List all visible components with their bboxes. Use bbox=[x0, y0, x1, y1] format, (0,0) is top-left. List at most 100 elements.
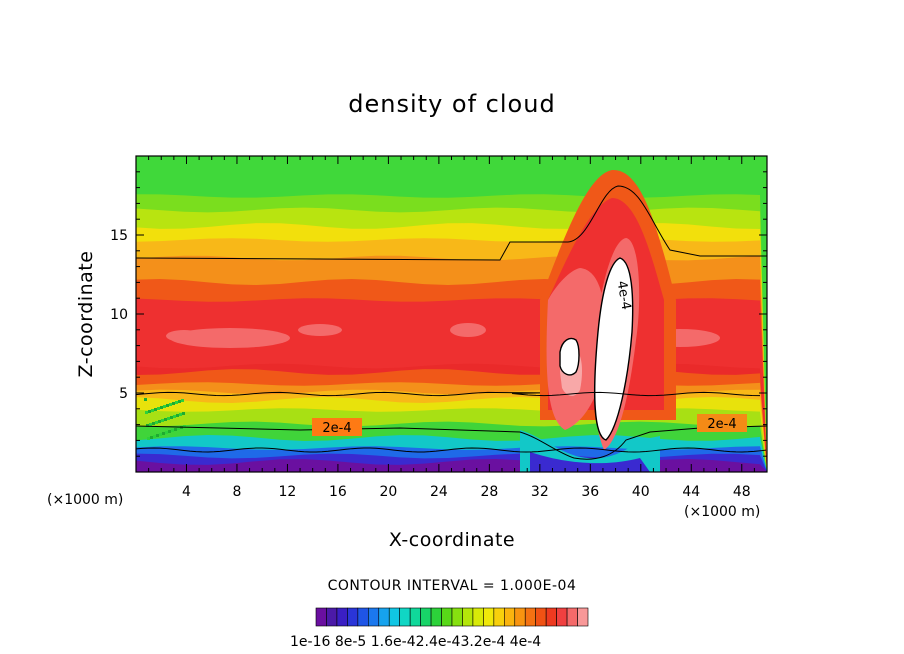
noise-7 bbox=[153, 435, 156, 438]
noise-32 bbox=[168, 430, 171, 433]
red-patch-4 bbox=[166, 330, 202, 342]
x-axis-label: X-coordinate bbox=[389, 529, 515, 551]
noise-33 bbox=[175, 401, 178, 404]
noise-13 bbox=[155, 421, 158, 424]
noise-11 bbox=[181, 399, 184, 402]
core-main bbox=[594, 257, 634, 441]
colorbar-swatch-17 bbox=[493, 607, 505, 627]
x-unit-note-left: (×1000 m) bbox=[47, 492, 123, 508]
x-unit-note-right: (×1000 m) bbox=[684, 504, 760, 520]
colorbar-swatch-0 bbox=[315, 607, 327, 627]
x-tick-label-20: 20 bbox=[379, 484, 397, 500]
noise-10 bbox=[174, 428, 177, 431]
colorbar-swatch-4 bbox=[357, 607, 369, 627]
x-axis: 4 8 12 16 20 24 28 32 36 40 44 48 bbox=[148, 156, 755, 500]
x-tick-label-36: 36 bbox=[581, 484, 599, 500]
colorbar-swatch-7 bbox=[388, 607, 400, 627]
noise-8 bbox=[160, 406, 163, 409]
colorbar-swatch-18 bbox=[504, 607, 516, 627]
noise-6 bbox=[146, 424, 149, 427]
colorbar-swatch-6 bbox=[378, 607, 390, 627]
noise-21 bbox=[171, 429, 174, 432]
contour-labels: 2e-4 2e-4 4e-4 bbox=[312, 280, 747, 436]
colorbar-swatch-22 bbox=[545, 607, 557, 627]
x-tick-label-32: 32 bbox=[531, 484, 549, 500]
colorbar-swatch-23 bbox=[556, 607, 568, 627]
noise-31 bbox=[161, 419, 164, 422]
noise-37 bbox=[163, 405, 166, 408]
colorbar-swatch-9 bbox=[409, 607, 421, 627]
noise-16 bbox=[176, 414, 179, 417]
colorbar-swatch-12 bbox=[441, 607, 453, 627]
noise-24 bbox=[152, 422, 155, 425]
colorbar-swatch-11 bbox=[430, 607, 442, 627]
x-tick-label-24: 24 bbox=[430, 484, 448, 500]
colorbar-swatch-14 bbox=[462, 607, 474, 627]
noise-0 bbox=[144, 398, 147, 401]
noise-5 bbox=[179, 413, 182, 416]
noise-38 bbox=[170, 416, 173, 419]
noise-30 bbox=[154, 408, 157, 411]
y-axis-label: Z-coordinate bbox=[75, 251, 97, 378]
noise-2 bbox=[158, 420, 161, 423]
contour-upper bbox=[136, 185, 767, 261]
noise-20 bbox=[164, 418, 167, 421]
y-tick-label-10: 10 bbox=[110, 307, 128, 323]
colorbar-swatch-19 bbox=[514, 607, 526, 627]
y-tick-label-5: 5 bbox=[119, 386, 128, 402]
contour-label-2e-4-left: 2e-4 bbox=[322, 421, 351, 436]
colorbar-swatch-2 bbox=[336, 607, 348, 627]
noise-4 bbox=[172, 402, 175, 405]
red-patch-3 bbox=[298, 324, 342, 336]
colorbar-swatch-8 bbox=[399, 607, 411, 627]
noise-27 bbox=[173, 415, 176, 418]
colorbar-swatch-24 bbox=[566, 607, 578, 627]
colorbar-swatch-16 bbox=[483, 607, 495, 627]
colorbar-swatch-21 bbox=[535, 607, 547, 627]
contour-label-2e-4-right: 2e-4 bbox=[707, 417, 736, 432]
contour-mid bbox=[136, 391, 761, 397]
colorbar-swatch-10 bbox=[420, 607, 432, 627]
noise-23 bbox=[145, 411, 148, 414]
contour-label-4e-4: 4e-4 bbox=[614, 280, 634, 311]
noise-18 bbox=[150, 436, 153, 439]
x-tick-label-8: 8 bbox=[232, 484, 241, 500]
chart-title: density of cloud bbox=[348, 90, 555, 118]
noise-34 bbox=[182, 412, 185, 415]
x-tick-label-48: 48 bbox=[733, 484, 751, 500]
noise-9 bbox=[167, 417, 170, 420]
x-tick-label-12: 12 bbox=[279, 484, 297, 500]
x-tick-label-44: 44 bbox=[682, 484, 700, 500]
noise-25 bbox=[159, 433, 162, 436]
noise-14 bbox=[162, 432, 165, 435]
noise-35 bbox=[149, 423, 152, 426]
colorbar-tick-labels: 1e-16 8e-5 1.6e-42.4e-43.2e-4 4e-4 bbox=[290, 634, 541, 650]
contour-2e-4 bbox=[136, 425, 767, 460]
noise-12 bbox=[148, 410, 151, 413]
noise-15 bbox=[169, 403, 172, 406]
contour-field bbox=[136, 156, 767, 472]
colorbar-swatch-13 bbox=[451, 607, 463, 627]
red-patch-1 bbox=[450, 323, 486, 337]
colorbar-swatch-25 bbox=[577, 607, 589, 627]
y-axis: 5 10 15 bbox=[110, 171, 767, 457]
x-tick-label-28: 28 bbox=[480, 484, 498, 500]
x-tick-label-16: 16 bbox=[329, 484, 347, 500]
x-tick-label-40: 40 bbox=[632, 484, 650, 500]
colorbar-swatch-20 bbox=[524, 607, 536, 627]
noise-36 bbox=[156, 434, 159, 437]
plume-base-blue bbox=[530, 452, 650, 472]
core-small bbox=[559, 337, 580, 376]
noise-17 bbox=[183, 425, 186, 428]
noise-26 bbox=[166, 404, 169, 407]
y-tick-label-15: 15 bbox=[110, 228, 128, 244]
noise-29 bbox=[147, 437, 150, 440]
noise-1 bbox=[151, 409, 154, 412]
contour-low bbox=[136, 447, 767, 453]
colorbar-swatch-5 bbox=[368, 607, 380, 627]
contour-interval-text: CONTOUR INTERVAL = 1.000E-04 bbox=[328, 578, 577, 594]
noise-3 bbox=[165, 431, 168, 434]
x-tick-label-4: 4 bbox=[182, 484, 191, 500]
noise-19 bbox=[157, 407, 160, 410]
